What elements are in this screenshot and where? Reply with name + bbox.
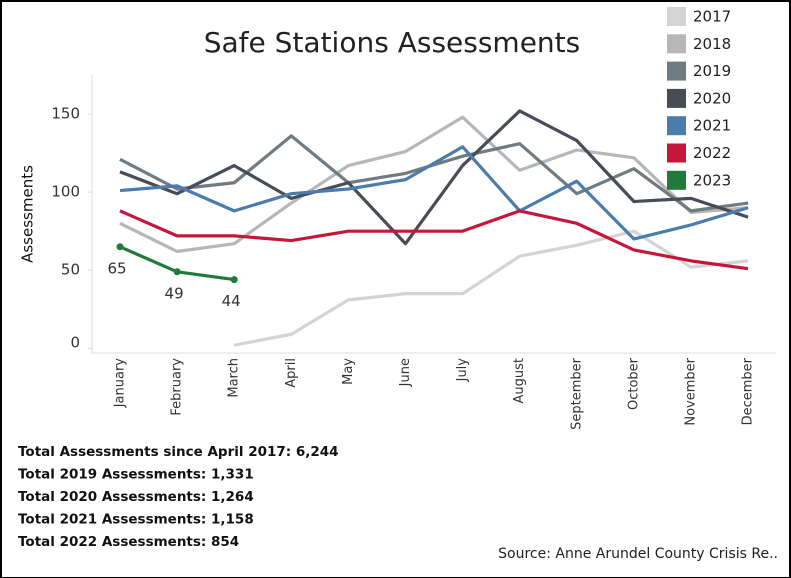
point (116, 243, 124, 251)
series-line (119, 209, 749, 271)
series-line (233, 229, 749, 347)
x-tick-label: March (227, 358, 242, 398)
legend-label: 2020 (693, 89, 731, 107)
x-tick-label: November (684, 357, 699, 425)
x-tick-label: January (113, 358, 128, 409)
note: Total 2020 Assessments: 1,264 (18, 489, 254, 505)
series-line (119, 109, 749, 246)
legend-label: 2023 (693, 171, 731, 189)
y-tick-label: 150 (51, 105, 80, 123)
data-label: 44 (222, 292, 241, 310)
data-label: 65 (107, 259, 126, 277)
x-tick-label: December (741, 357, 756, 425)
source: Source: Anne Arundel County Crisis Re.. (498, 546, 778, 562)
legend-label: 2018 (693, 35, 731, 53)
x-tick-label: October (626, 357, 641, 410)
chart-title: Safe Stations Assessments (204, 26, 581, 59)
legend-swatch (667, 61, 686, 81)
legend-swatch (667, 34, 686, 54)
x-tick-label: June (398, 358, 413, 387)
note: Total 2022 Assessments: 854 (18, 534, 239, 550)
x-tick-label: August (512, 358, 527, 404)
y-axis-label: Assessments (19, 165, 37, 263)
series-line (119, 145, 749, 241)
legend-label: 2022 (693, 144, 731, 162)
y-tick-label: 50 (61, 261, 80, 279)
x-tick-label: May (341, 358, 356, 385)
note: Total Assessments since April 2017: 6,24… (18, 444, 339, 460)
x-tick-label: September (569, 357, 584, 430)
point (230, 276, 238, 284)
series-line (119, 115, 749, 254)
legend-label: 2019 (693, 62, 731, 80)
y-tick-label: 100 (51, 183, 80, 201)
legend-swatch (667, 143, 686, 163)
data-label: 49 (165, 284, 184, 302)
y-tick-label: 0 (70, 334, 80, 352)
note: Total 2021 Assessments: 1,158 (18, 512, 254, 528)
legend-label: 2021 (693, 117, 731, 135)
legend-label: 2017 (693, 8, 731, 26)
legend-swatch (667, 116, 686, 136)
legend-swatch (667, 7, 686, 26)
note: Total 2019 Assessments: 1,331 (18, 467, 254, 483)
point (173, 268, 181, 276)
legend-swatch (667, 88, 686, 108)
x-tick-label: April (284, 358, 299, 388)
legend-swatch (667, 170, 686, 190)
x-tick-label: February (170, 358, 185, 416)
x-tick-label: July (455, 358, 470, 383)
